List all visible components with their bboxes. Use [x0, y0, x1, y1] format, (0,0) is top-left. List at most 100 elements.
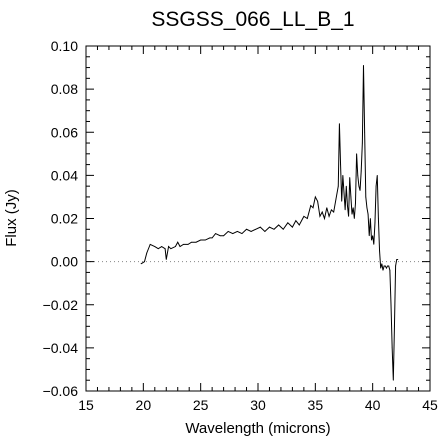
- spectrum-point: [306, 218, 308, 219]
- spectrum-point: [382, 269, 384, 271]
- spectrum-point: [282, 228, 284, 230]
- spectrum-point: [255, 228, 257, 230]
- spectrum-point: [298, 224, 300, 226]
- spectrum-point: [335, 198, 337, 200]
- spectrum-point: [384, 265, 386, 267]
- y-tick-label: −0.02: [43, 297, 79, 313]
- spectrum-point: [359, 190, 361, 191]
- spectrum-point: [397, 259, 399, 260]
- spectrum-point: [378, 218, 379, 219]
- spectrum-point: [369, 218, 371, 219]
- spectrum-point: [389, 269, 391, 271]
- spectrum-point: [387, 265, 388, 267]
- spectrum-point: [317, 200, 319, 202]
- spectrum-point: [356, 153, 358, 155]
- spectrum-point: [157, 248, 159, 250]
- y-tick-label: −0.04: [43, 340, 79, 356]
- spectrum-point: [303, 215, 305, 217]
- spectrum-point: [353, 218, 355, 219]
- y-tick-label: 0.04: [51, 167, 78, 183]
- spectrum-point: [278, 224, 280, 226]
- spectrum-point: [168, 246, 169, 247]
- spectrum-point: [161, 246, 163, 247]
- y-tick-label: 0.00: [51, 254, 78, 270]
- spectrum-point: [312, 207, 314, 209]
- spectrum-point: [343, 192, 345, 194]
- spectrum-point: [259, 226, 261, 228]
- x-tick-label: 30: [250, 397, 266, 413]
- spectrum-point: [390, 304, 392, 306]
- spectrum-point: [352, 207, 354, 209]
- spectrum-point: [340, 164, 341, 165]
- spectrum-point: [264, 231, 266, 232]
- spectrum-point: [367, 213, 369, 215]
- spectrum-point: [396, 259, 398, 260]
- spectrum-point: [195, 241, 197, 243]
- spectrum-point: [177, 241, 179, 243]
- spectrum-point: [187, 243, 189, 245]
- spectrum-point: [321, 211, 323, 213]
- spectrum-point: [373, 243, 375, 245]
- spectrum-point: [269, 226, 270, 228]
- axis-ticks: [85, 45, 431, 392]
- spectrum-point: [295, 220, 297, 222]
- spectrum-point: [191, 241, 192, 243]
- spectrum-point: [319, 215, 321, 217]
- y-tick-label: 0.02: [51, 211, 78, 227]
- x-tick-label: 15: [78, 397, 94, 413]
- spectrum-point: [314, 196, 316, 198]
- spectrum-point: [360, 170, 362, 172]
- spectrum-point: [328, 215, 330, 217]
- spectrum-point: [179, 246, 181, 247]
- spectrum-point: [368, 235, 370, 237]
- spectrum-point: [250, 231, 252, 232]
- spectrum-point: [211, 237, 213, 239]
- spectrum-point: [223, 235, 225, 237]
- spectrum-point: [341, 200, 343, 202]
- spectrum-point: [140, 263, 142, 265]
- spectrum-point: [154, 246, 156, 247]
- spectrum-point: [292, 226, 293, 228]
- spectrum-point: [363, 65, 364, 66]
- x-tick-label: 25: [193, 397, 209, 413]
- spectrum-point: [350, 196, 352, 198]
- y-tick-label: −0.06: [43, 383, 79, 399]
- spectrum-point: [391, 347, 393, 349]
- spectrum-point: [209, 237, 211, 239]
- spectrum-points: [140, 65, 399, 381]
- spectrum-point: [379, 250, 380, 252]
- spectrum-point: [348, 215, 349, 217]
- spectrum-point: [183, 243, 184, 245]
- spectrum-point: [365, 196, 367, 198]
- spectrum-point: [287, 222, 289, 224]
- x-tick-label: 45: [422, 397, 438, 413]
- spectrum-point: [232, 233, 234, 234]
- spectrum-point: [357, 174, 359, 176]
- spectrum-point: [165, 259, 167, 260]
- spectrum-point: [337, 185, 339, 187]
- spectrum-line: [140, 65, 398, 381]
- spectrum-point: [144, 261, 145, 263]
- spectrum-point: [351, 213, 353, 215]
- spectrum-point: [246, 228, 247, 230]
- spectrum-point: [219, 235, 221, 237]
- spectrum-point: [376, 174, 378, 176]
- spectrum-point: [204, 239, 206, 241]
- spectrum-point: [347, 205, 348, 206]
- spectrum-point: [375, 185, 377, 187]
- spectrum-point: [344, 209, 346, 211]
- spectrum-point: [146, 252, 148, 254]
- x-tick-label: 40: [365, 397, 381, 413]
- spectrum-point: [392, 379, 394, 381]
- spectrum-point: [339, 123, 340, 125]
- spectrum-point: [394, 325, 395, 327]
- spectrum-point: [241, 233, 243, 234]
- spectrum-point: [386, 267, 387, 269]
- spectrum-point: [149, 243, 151, 245]
- chart-title: SSGSS_066_LL_B_1: [151, 8, 354, 31]
- spectrum-point: [355, 203, 356, 204]
- spectrum-point: [164, 248, 166, 250]
- spectrum-point: [361, 142, 363, 144]
- spectrum-point: [310, 205, 312, 206]
